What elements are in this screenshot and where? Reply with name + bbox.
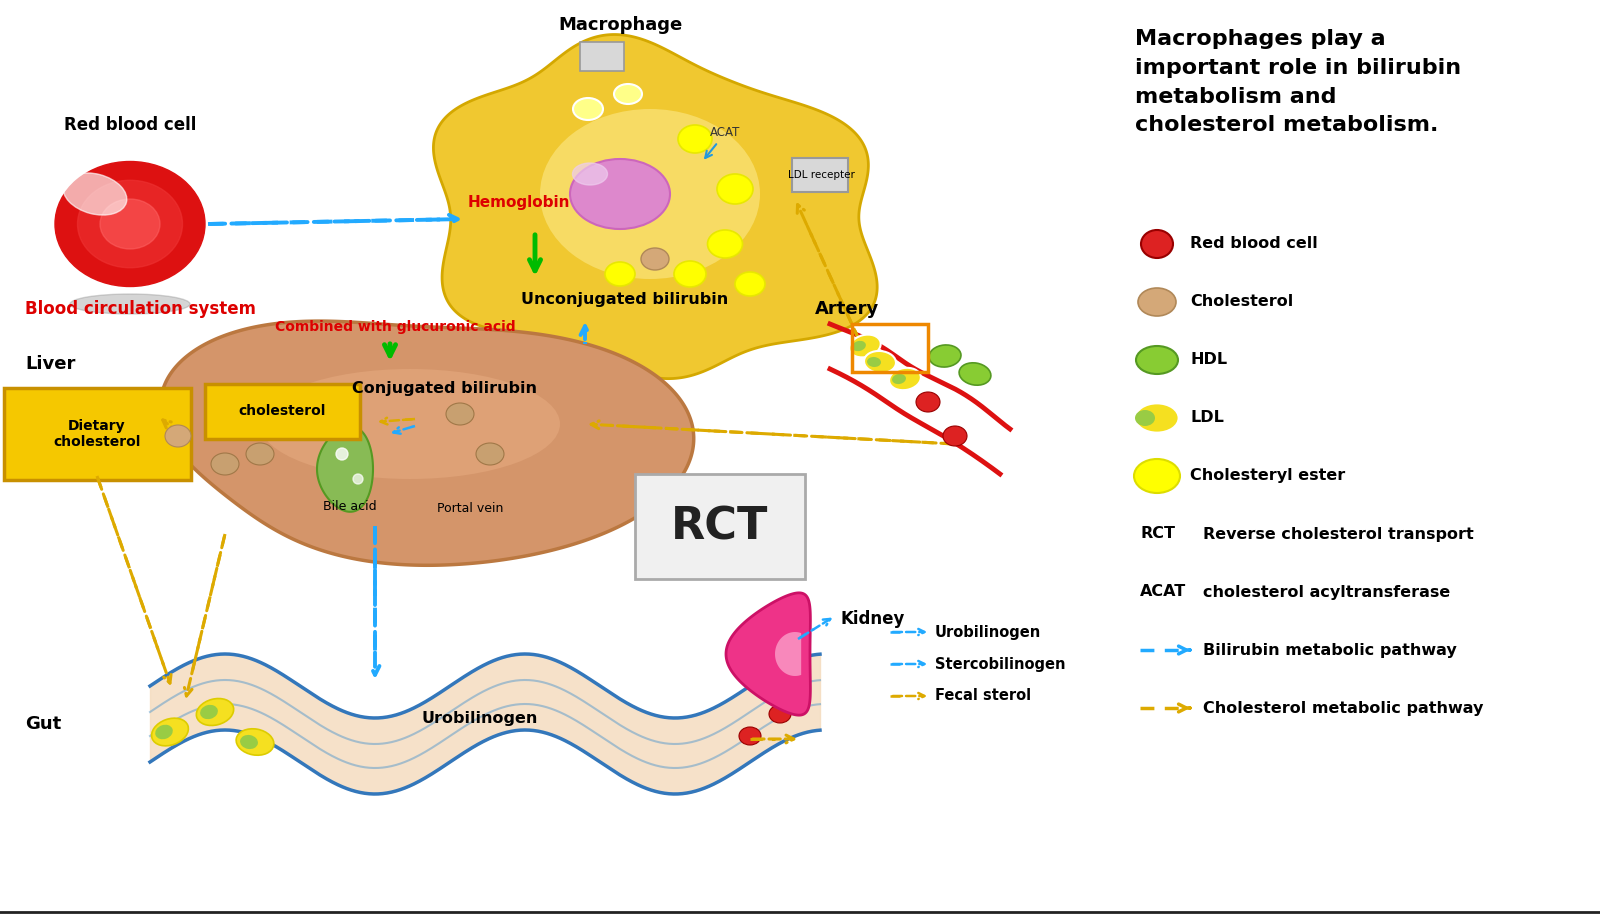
Ellipse shape [850,334,880,358]
Ellipse shape [642,248,669,270]
Ellipse shape [1138,288,1176,316]
Ellipse shape [770,705,790,723]
Ellipse shape [853,341,866,351]
Text: Hemoglobin: Hemoglobin [469,195,571,210]
Ellipse shape [915,392,939,412]
Ellipse shape [573,163,608,185]
Polygon shape [317,426,373,512]
Text: Red blood cell: Red blood cell [1190,237,1318,251]
Text: Combined with glucuronic acid: Combined with glucuronic acid [275,320,515,334]
Text: HDL: HDL [1190,352,1227,368]
Ellipse shape [237,729,274,755]
Ellipse shape [605,262,635,286]
Ellipse shape [614,84,642,104]
Ellipse shape [70,294,190,314]
Text: Red blood cell: Red blood cell [64,116,197,134]
Text: Cholesterol metabolic pathway: Cholesterol metabolic pathway [1203,700,1483,715]
Text: Stercobilinogen: Stercobilinogen [934,656,1066,672]
Text: ACAT: ACAT [1139,585,1186,600]
Text: Conjugated bilirubin: Conjugated bilirubin [352,381,538,396]
Polygon shape [726,593,810,715]
Ellipse shape [674,261,706,287]
Ellipse shape [707,230,742,258]
Text: Liver: Liver [26,355,75,373]
Ellipse shape [246,443,274,465]
Ellipse shape [1134,459,1181,493]
FancyBboxPatch shape [205,384,360,439]
Ellipse shape [77,180,182,268]
Ellipse shape [200,705,218,719]
Ellipse shape [197,699,234,725]
Text: ACAT: ACAT [710,126,741,139]
Text: Cholesteryl ester: Cholesteryl ester [1190,468,1346,483]
Ellipse shape [259,369,560,479]
Ellipse shape [62,173,126,215]
Ellipse shape [336,448,349,460]
Polygon shape [774,632,802,676]
Ellipse shape [893,374,906,384]
Text: Macrophage: Macrophage [558,16,682,34]
Text: RCT: RCT [672,505,768,548]
Polygon shape [160,322,694,565]
Ellipse shape [958,363,990,385]
Ellipse shape [864,351,896,373]
Ellipse shape [99,199,160,249]
Ellipse shape [54,162,205,286]
Text: Unconjugated bilirubin: Unconjugated bilirubin [522,292,728,307]
Ellipse shape [678,125,712,153]
Ellipse shape [155,724,173,739]
Text: Urobilinogen: Urobilinogen [422,711,538,726]
Ellipse shape [739,727,762,745]
Ellipse shape [282,388,309,410]
Text: RCT: RCT [1139,527,1174,541]
FancyBboxPatch shape [581,42,624,71]
Text: Artery: Artery [814,300,880,318]
Text: Portal vein: Portal vein [437,503,502,516]
Ellipse shape [477,443,504,465]
Text: cholesterol acyltransferase: cholesterol acyltransferase [1203,585,1450,600]
Ellipse shape [541,109,760,279]
Text: Dietary
cholesterol: Dietary cholesterol [53,419,141,449]
Polygon shape [434,34,877,379]
Text: LDL: LDL [1190,410,1224,425]
Text: Cholesterol: Cholesterol [1190,295,1293,310]
FancyBboxPatch shape [5,388,190,480]
Ellipse shape [152,718,189,746]
Text: LDL recepter: LDL recepter [787,170,854,180]
Ellipse shape [734,272,765,296]
Ellipse shape [717,174,754,204]
Text: Macrophages play a
important role in bilirubin
metabolism and
cholesterol metabo: Macrophages play a important role in bil… [1134,29,1461,136]
Ellipse shape [570,159,670,229]
Text: Gut: Gut [26,715,61,733]
Ellipse shape [354,474,363,484]
Text: Blood circulation system: Blood circulation system [26,300,256,318]
Ellipse shape [240,735,258,749]
Text: Bile acid: Bile acid [323,500,378,513]
Text: Fecal sterol: Fecal sterol [934,688,1030,703]
Ellipse shape [446,403,474,425]
Ellipse shape [942,426,966,446]
Text: Bilirubin metabolic pathway: Bilirubin metabolic pathway [1203,642,1456,658]
Ellipse shape [211,453,238,475]
FancyBboxPatch shape [635,474,805,579]
Ellipse shape [1134,410,1155,426]
Text: cholesterol: cholesterol [238,404,326,418]
Ellipse shape [1136,346,1178,374]
Text: Reverse cholesterol transport: Reverse cholesterol transport [1203,527,1474,541]
Ellipse shape [867,357,882,367]
FancyBboxPatch shape [792,158,848,192]
Text: Kidney: Kidney [840,610,904,628]
Ellipse shape [1134,403,1179,433]
Text: Urobilinogen: Urobilinogen [934,625,1042,639]
Ellipse shape [1141,230,1173,258]
Ellipse shape [573,98,603,120]
Ellipse shape [890,368,922,390]
Ellipse shape [165,425,190,447]
Ellipse shape [930,345,962,367]
Ellipse shape [216,403,243,425]
